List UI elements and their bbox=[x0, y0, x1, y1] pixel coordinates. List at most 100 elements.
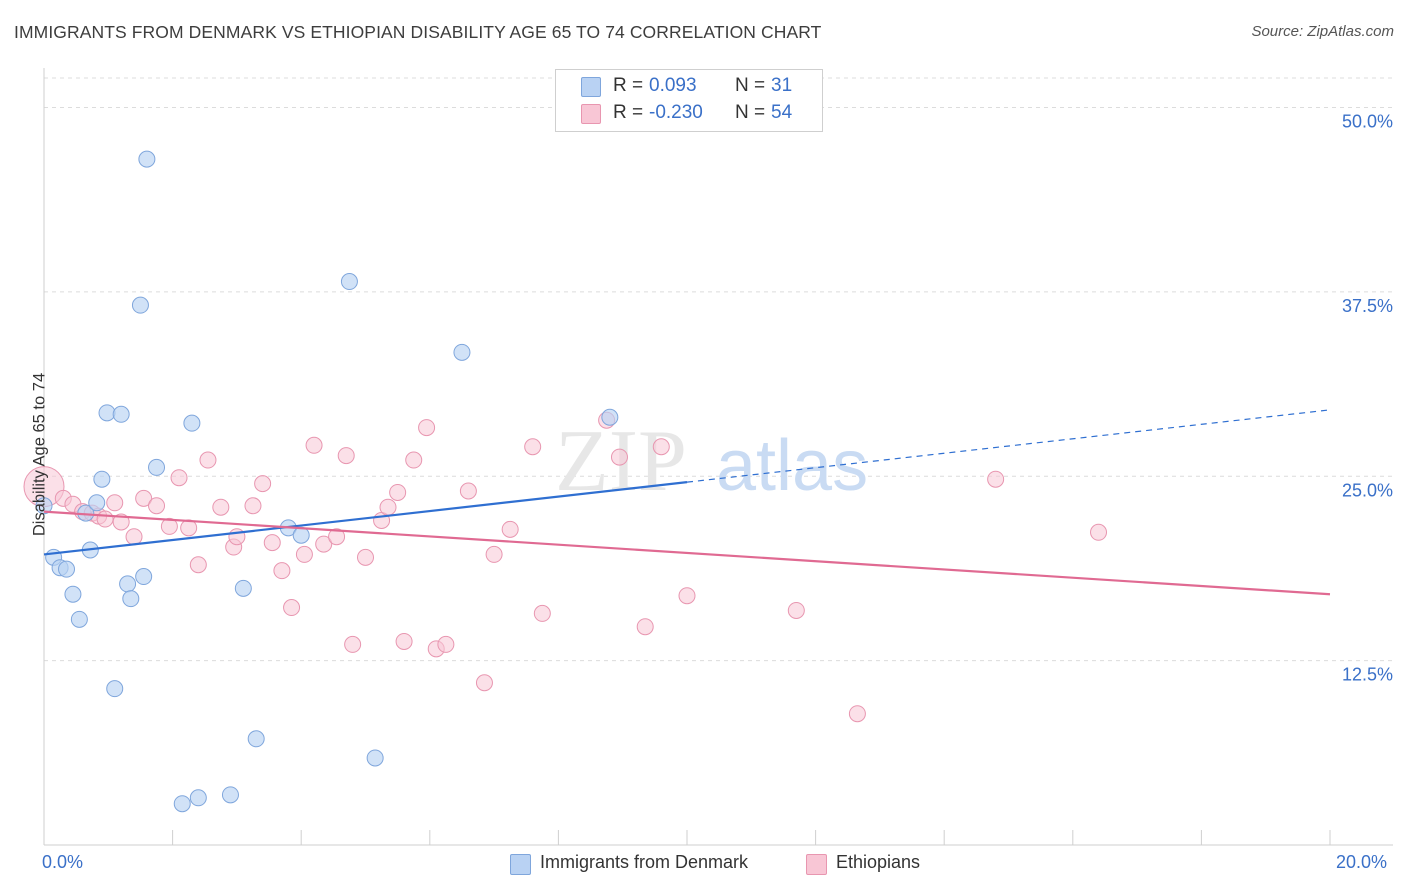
y-tick-label: 37.5% bbox=[1342, 296, 1393, 316]
ethiopians-trend-line bbox=[43, 510, 1331, 596]
y-tick-labels: 12.5% 25.0% 37.5% 50.0% bbox=[1342, 112, 1393, 685]
denmark-point bbox=[93, 470, 111, 488]
denmark-point bbox=[138, 150, 156, 168]
legend-n-label: N = bbox=[735, 102, 766, 123]
y-tick-label: 12.5% bbox=[1342, 665, 1393, 685]
ethiopians-point bbox=[135, 489, 153, 507]
ethiopians-point bbox=[987, 470, 1005, 488]
denmark-point bbox=[221, 786, 239, 804]
ethiopians-point bbox=[96, 510, 114, 528]
denmark-point bbox=[189, 789, 207, 807]
ethiopians-point bbox=[244, 497, 262, 515]
ethiopians-point bbox=[170, 469, 188, 487]
ethiopians-point bbox=[263, 534, 281, 552]
watermark-atlas: atlas bbox=[716, 426, 868, 506]
legend-r-value-ethiopians: -0.230 bbox=[649, 102, 703, 123]
ethiopians-point bbox=[106, 494, 124, 512]
denmark-point bbox=[247, 730, 265, 748]
denmark-point bbox=[340, 273, 358, 291]
ethiopians-point bbox=[160, 517, 178, 535]
legend-n-label: N = bbox=[735, 75, 766, 96]
ethiopians-point bbox=[437, 635, 455, 653]
ethiopians-point bbox=[501, 520, 519, 538]
ethiopians-point bbox=[1090, 523, 1108, 541]
ethiopians-point bbox=[295, 545, 313, 563]
ethiopians-point bbox=[636, 618, 654, 636]
legend-r-value-denmark: 0.093 bbox=[649, 75, 697, 96]
ethiopians-point bbox=[305, 436, 323, 454]
ethiopians-point bbox=[328, 528, 346, 546]
watermark: ZIP atlas bbox=[555, 413, 868, 510]
ethiopians-point bbox=[524, 438, 542, 456]
denmark-point bbox=[183, 414, 201, 432]
trend-lines bbox=[43, 409, 1331, 596]
ethiopians-point bbox=[610, 448, 628, 466]
denmark-point bbox=[292, 526, 310, 544]
ethiopians-point bbox=[112, 513, 130, 531]
bottom-legend-swatch-denmark bbox=[510, 854, 531, 875]
x-tick-label-min: 0.0% bbox=[42, 852, 84, 872]
denmark-point bbox=[70, 610, 88, 628]
ethiopians-point bbox=[315, 535, 333, 553]
ethiopians-point bbox=[652, 438, 670, 456]
ethiopians-point bbox=[405, 451, 423, 469]
denmark-point bbox=[601, 408, 619, 426]
denmark-point bbox=[234, 579, 252, 597]
ethiopians-point bbox=[678, 587, 696, 605]
ethiopians-point bbox=[357, 548, 374, 566]
axes bbox=[43, 68, 1393, 846]
denmark-point bbox=[453, 343, 471, 361]
ethiopians-point bbox=[337, 447, 355, 465]
ethiopians-point bbox=[148, 497, 166, 515]
denmark-point bbox=[131, 296, 149, 314]
denmark-point bbox=[58, 560, 76, 578]
denmark-trend-extension bbox=[686, 409, 1331, 483]
bottom-legend-label-denmark: Immigrants from Denmark bbox=[540, 852, 749, 872]
denmark-point bbox=[35, 497, 53, 515]
source-attribution: Source: ZipAtlas.com bbox=[1251, 23, 1394, 40]
ethiopians-point bbox=[273, 562, 291, 580]
denmark-points bbox=[35, 150, 619, 813]
denmark-point bbox=[122, 590, 140, 608]
x-tick-label-max: 20.0% bbox=[1336, 852, 1388, 872]
y-axis-label: Disability Age 65 to 74 bbox=[30, 372, 49, 537]
denmark-point bbox=[98, 404, 116, 422]
ethiopians-point bbox=[787, 601, 805, 619]
ethiopians-point bbox=[212, 498, 230, 516]
denmark-point bbox=[119, 575, 137, 593]
ethiopians-point bbox=[389, 483, 407, 501]
denmark-point bbox=[173, 795, 191, 813]
ethiopians-point bbox=[475, 674, 493, 692]
bottom-legend-swatch-ethiopians bbox=[806, 854, 827, 875]
ethiopians-point bbox=[848, 705, 866, 723]
ethiopians-point bbox=[533, 604, 551, 622]
denmark-trend-line bbox=[43, 481, 688, 556]
legend-r-label: R = bbox=[613, 75, 644, 96]
ethiopians-point bbox=[254, 475, 272, 493]
denmark-point bbox=[88, 494, 106, 512]
ethiopians-point bbox=[418, 419, 436, 437]
ethiopians-point bbox=[125, 528, 143, 546]
ethiopians-point bbox=[283, 599, 301, 617]
denmark-point bbox=[135, 568, 153, 586]
ethiopians-point bbox=[189, 556, 207, 574]
denmark-point bbox=[148, 458, 166, 476]
ethiopians-point bbox=[199, 451, 217, 469]
ethiopians-point bbox=[459, 482, 477, 500]
denmark-point bbox=[106, 680, 124, 698]
bottom-legend-label-ethiopians: Ethiopians bbox=[836, 852, 921, 872]
chart-title: IMMIGRANTS FROM DENMARK VS ETHIOPIAN DIS… bbox=[14, 22, 822, 42]
y-tick-label: 50.0% bbox=[1342, 112, 1393, 132]
ethiopians-point bbox=[344, 635, 362, 653]
ethiopians-point bbox=[395, 632, 413, 650]
ethiopians-point bbox=[485, 545, 503, 563]
correlation-legend: R = 0.093 N = 31 R = -0.230 N = 54 bbox=[555, 69, 823, 132]
gridlines bbox=[44, 77, 1393, 662]
legend-n-value-ethiopians: 54 bbox=[771, 102, 793, 123]
denmark-point bbox=[366, 749, 384, 767]
denmark-point bbox=[112, 405, 130, 423]
denmark-point bbox=[64, 585, 82, 603]
y-tick-label: 25.0% bbox=[1342, 480, 1393, 500]
ethiopians-point bbox=[379, 498, 397, 516]
